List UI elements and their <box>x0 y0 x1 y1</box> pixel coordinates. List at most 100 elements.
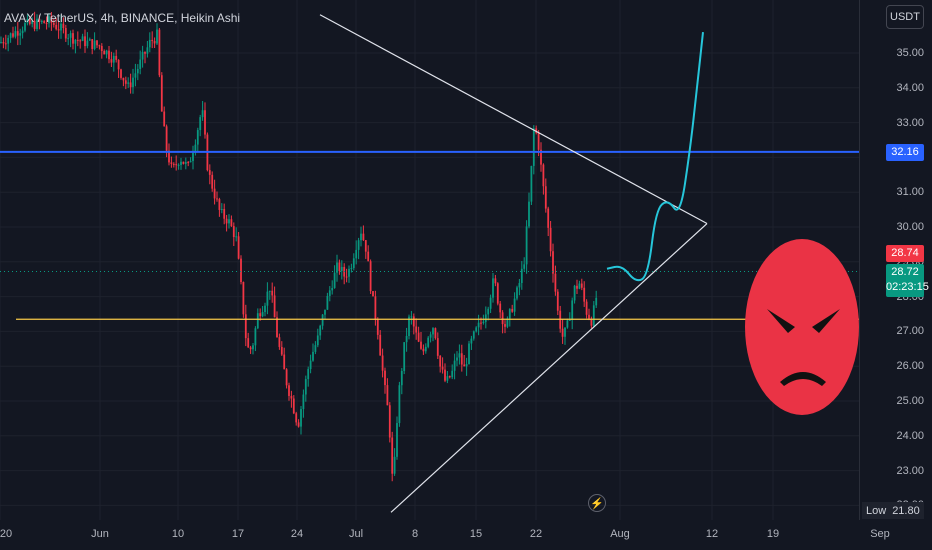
trendline <box>319 14 708 225</box>
candle-body <box>278 337 281 347</box>
candle-body <box>261 312 264 317</box>
candle-body <box>72 33 74 44</box>
candle-body <box>345 276 348 278</box>
candle-body <box>247 338 250 348</box>
candle-body <box>196 130 199 145</box>
candle-body <box>266 291 269 306</box>
candle-body <box>177 164 180 166</box>
candle-body <box>127 82 130 84</box>
candle-body <box>216 198 218 200</box>
candle-body <box>388 405 391 438</box>
candle-body <box>144 52 146 54</box>
candle-body <box>285 369 288 386</box>
candle-body <box>554 273 557 292</box>
x-tick-label: 8 <box>411 528 419 540</box>
candle-body <box>326 295 329 310</box>
candle-body <box>472 331 475 339</box>
candle-body <box>424 346 427 352</box>
candle-body <box>98 45 101 47</box>
candle-body <box>357 240 360 250</box>
candle-body <box>249 347 252 350</box>
candle-body <box>194 144 197 153</box>
candle-body <box>19 33 22 36</box>
candle-body <box>187 162 190 164</box>
candle-body <box>441 366 444 370</box>
candle-body <box>324 309 326 315</box>
y-tick-label: 30.00 <box>896 221 924 233</box>
candle-body <box>120 69 122 78</box>
candle-body <box>333 272 336 288</box>
prev-price-tag: 28.74 <box>886 245 924 262</box>
candle-body <box>364 240 367 252</box>
candle-body <box>448 376 451 378</box>
candle-body <box>396 423 398 457</box>
candle-body <box>189 161 192 163</box>
candle-body <box>304 379 307 395</box>
candle-body <box>26 18 29 24</box>
candle-body <box>79 40 82 42</box>
candle-body <box>158 29 161 76</box>
candle-body <box>458 353 461 358</box>
candle-body <box>367 251 370 262</box>
candle-body <box>273 295 276 318</box>
x-tick-label: Jun <box>91 528 109 540</box>
candle-body <box>549 227 552 252</box>
candle-body <box>340 266 343 272</box>
candle-body <box>271 290 274 296</box>
candle-body <box>213 188 216 199</box>
candle-body <box>108 50 110 60</box>
candle-body <box>400 370 403 386</box>
candle-body <box>156 29 158 44</box>
candle-body <box>417 332 420 342</box>
candle-body <box>232 226 235 238</box>
candle-body <box>446 376 449 381</box>
y-tick-label: 26.00 <box>896 360 924 373</box>
currency-selector[interactable]: USDT <box>886 5 924 29</box>
candle-body <box>88 39 91 41</box>
candle-body <box>580 283 583 288</box>
candle-body <box>566 320 569 328</box>
candle-body <box>28 18 31 24</box>
x-tick-label: 20 <box>0 528 13 540</box>
current-price-tag: 28.72 02:23:15 <box>886 264 929 297</box>
candle-body <box>141 52 144 60</box>
candle-body <box>40 20 43 22</box>
candle-body <box>480 322 482 324</box>
candle-body <box>21 30 24 34</box>
lightning-icon[interactable]: ⚡ <box>588 494 606 512</box>
candle-body <box>374 296 377 320</box>
candle-body <box>67 37 70 39</box>
candle-body <box>115 55 118 60</box>
candle-body <box>372 291 374 297</box>
candle-body <box>139 59 142 69</box>
candle-body <box>153 41 156 44</box>
candle-body <box>230 219 233 227</box>
candle-body <box>552 251 554 274</box>
candle-body <box>482 321 485 324</box>
candle-body <box>530 165 533 202</box>
candle-body <box>508 308 511 319</box>
candle-body <box>504 324 506 327</box>
candle-body <box>592 305 595 326</box>
candle-body <box>352 258 355 269</box>
candle-body <box>223 209 226 219</box>
candle-body <box>588 314 590 319</box>
candle-body <box>4 43 7 45</box>
candle-body <box>24 23 26 31</box>
candle-body <box>81 36 84 41</box>
candle-body <box>384 370 386 386</box>
x-tick-label: 17 <box>231 528 245 540</box>
price-chart[interactable] <box>0 0 860 520</box>
candle-body <box>136 68 139 74</box>
candle-body <box>405 335 408 343</box>
candle-body <box>369 261 372 292</box>
candle-body <box>52 22 55 25</box>
candle-body <box>132 77 134 88</box>
candle-body <box>38 18 41 22</box>
candle-body <box>376 319 379 335</box>
candle-body <box>336 262 338 273</box>
candle-body <box>302 394 305 410</box>
candle-body <box>484 314 487 322</box>
candle-body <box>436 338 439 356</box>
candle-body <box>568 319 571 321</box>
